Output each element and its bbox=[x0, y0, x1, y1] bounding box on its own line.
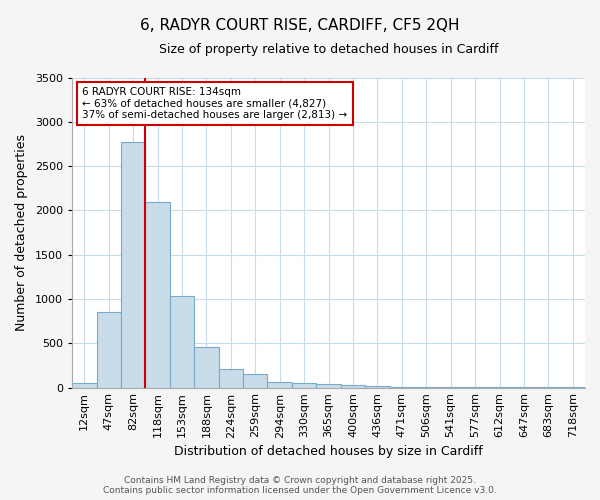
Bar bbox=[72, 382, 97, 388]
Y-axis label: Number of detached properties: Number of detached properties bbox=[15, 134, 28, 331]
Bar bbox=[268, 382, 292, 388]
Text: 6 RADYR COURT RISE: 134sqm
← 63% of detached houses are smaller (4,827)
37% of s: 6 RADYR COURT RISE: 134sqm ← 63% of deta… bbox=[82, 87, 347, 120]
Bar bbox=[218, 369, 243, 388]
Bar bbox=[316, 384, 341, 388]
Bar bbox=[341, 386, 365, 388]
Bar bbox=[365, 386, 389, 388]
Bar bbox=[194, 348, 218, 388]
Bar bbox=[292, 383, 316, 388]
X-axis label: Distribution of detached houses by size in Cardiff: Distribution of detached houses by size … bbox=[174, 444, 483, 458]
Bar bbox=[243, 374, 268, 388]
Text: Contains HM Land Registry data © Crown copyright and database right 2025.
Contai: Contains HM Land Registry data © Crown c… bbox=[103, 476, 497, 495]
Bar bbox=[145, 202, 170, 388]
Bar bbox=[97, 312, 121, 388]
Text: 6, RADYR COURT RISE, CARDIFF, CF5 2QH: 6, RADYR COURT RISE, CARDIFF, CF5 2QH bbox=[140, 18, 460, 32]
Bar bbox=[121, 142, 145, 388]
Bar bbox=[170, 296, 194, 388]
Title: Size of property relative to detached houses in Cardiff: Size of property relative to detached ho… bbox=[159, 42, 498, 56]
Bar bbox=[389, 387, 414, 388]
